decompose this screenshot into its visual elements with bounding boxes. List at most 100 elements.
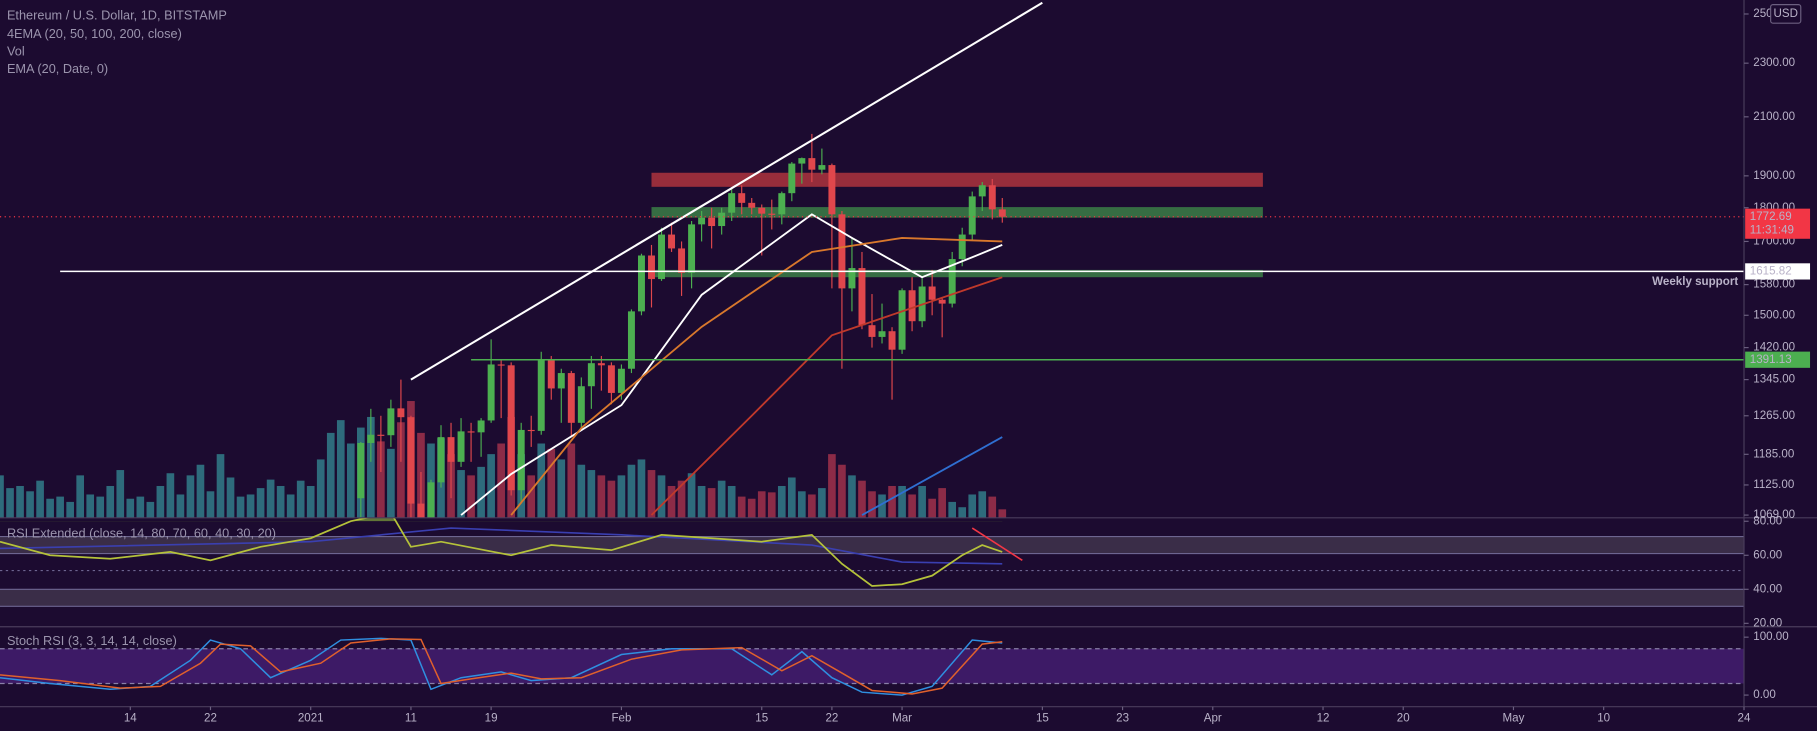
candle-body (948, 259, 956, 304)
candle-body (487, 364, 495, 421)
stoch-title: Stoch RSI (3, 3, 14, 14, close) (7, 633, 177, 648)
volume-bar (858, 480, 866, 518)
candle-body (998, 209, 1006, 217)
rsi-band (0, 589, 1744, 607)
volume-bar (908, 494, 916, 518)
volume-bar (868, 491, 876, 518)
y-tick-label: 1580.00 (1753, 279, 1795, 291)
volume-bar (838, 464, 846, 518)
x-tick-label: 22 (825, 712, 838, 724)
currency-button[interactable]: USD (1770, 4, 1802, 24)
candle-body (497, 364, 505, 366)
candle-body (397, 408, 405, 418)
volume-bar (938, 488, 946, 518)
volume-bar (497, 443, 505, 518)
volume-bar (787, 477, 796, 518)
x-tick-label: 22 (204, 712, 217, 724)
volume-bar (226, 477, 235, 518)
candle-body (417, 503, 425, 518)
volume-bar (206, 491, 215, 518)
candle-body (788, 163, 796, 194)
candle-body (888, 331, 896, 350)
x-tick-label: 2021 (298, 712, 324, 724)
price-pane (0, 1, 1744, 518)
volume-bar (607, 480, 616, 518)
volume-bar (848, 475, 856, 518)
stoch-pane (0, 637, 1744, 696)
volume-bar (928, 498, 936, 518)
candle-body (607, 365, 615, 393)
candle-body (587, 363, 595, 387)
volume-bar (627, 464, 636, 518)
candle-body (557, 373, 565, 389)
indicator-label: 4EMA (20, 50, 100, 200, close) (7, 26, 182, 41)
candle-body (938, 299, 946, 304)
zone (651, 172, 1263, 187)
volume-bar (767, 492, 776, 518)
volume-bar (387, 448, 395, 518)
volume-bar (336, 420, 345, 518)
volume-bar (457, 470, 465, 518)
volume-bar (998, 509, 1007, 518)
candle-body (898, 290, 906, 350)
volume-bar (86, 494, 95, 518)
y-tick-label: 80.00 (1753, 515, 1782, 527)
candle-body (527, 429, 535, 432)
candle-body (658, 234, 665, 280)
volume-bar (818, 488, 826, 518)
countdown-label: 11:31:49 (1750, 225, 1794, 237)
volume-bar (146, 501, 155, 518)
x-tick-label: 11 (405, 712, 417, 724)
ema-line (510, 237, 1003, 516)
candle-body (988, 185, 996, 210)
stoch-band (0, 648, 1744, 684)
volume-bar (116, 470, 125, 518)
x-tick-label: Mar (892, 712, 912, 724)
candle-body (848, 268, 856, 289)
candle-body (437, 437, 445, 483)
volume-bar (276, 485, 285, 518)
volume-bar (477, 466, 485, 518)
candle-body (517, 429, 525, 491)
y-tick-label: 1069.00 (1753, 509, 1795, 521)
y-tick-label: 0.00 (1753, 689, 1776, 701)
volume-bar (757, 491, 766, 518)
volume-bar (367, 416, 375, 518)
volume-bar (878, 494, 886, 518)
volume-bar (216, 454, 225, 518)
candle-body (357, 442, 365, 499)
volume-bar (286, 494, 295, 518)
volume-bar (196, 464, 205, 518)
candle-body (367, 434, 375, 443)
indicator-label: Vol (7, 43, 25, 58)
x-tick-label: 23 (1116, 712, 1129, 724)
candle-body (617, 368, 625, 393)
x-tick-label: 15 (755, 712, 768, 724)
candle-body (387, 408, 395, 436)
candle-body (597, 363, 605, 366)
volume-bar (56, 496, 64, 518)
candle-body (978, 185, 986, 197)
volume-bar (948, 501, 957, 518)
rsi-pane (0, 517, 1744, 607)
candle-body (728, 193, 736, 213)
volume-bar (968, 494, 977, 518)
volume-bar (808, 494, 816, 518)
y-tick-label: 1800.00 (1753, 202, 1795, 214)
annotation: Weekly support (1652, 276, 1738, 288)
volume-bar (617, 475, 626, 518)
candle-body (928, 286, 936, 300)
volume-bar (487, 454, 495, 518)
candle-body (637, 255, 645, 312)
volume-bar (26, 491, 34, 518)
volume-bar (988, 496, 997, 518)
indicator-label: EMA (20, Date, 0) (7, 61, 108, 76)
x-tick-label: 14 (124, 712, 137, 724)
currency-button-box[interactable] (1770, 4, 1802, 24)
candle-body (537, 359, 545, 431)
currency-button-label[interactable]: USD (1773, 8, 1797, 20)
price-level-box (1745, 351, 1811, 368)
candle-body (407, 417, 415, 504)
x-tick-label: 12 (1317, 712, 1330, 724)
volume-bar (707, 488, 716, 518)
